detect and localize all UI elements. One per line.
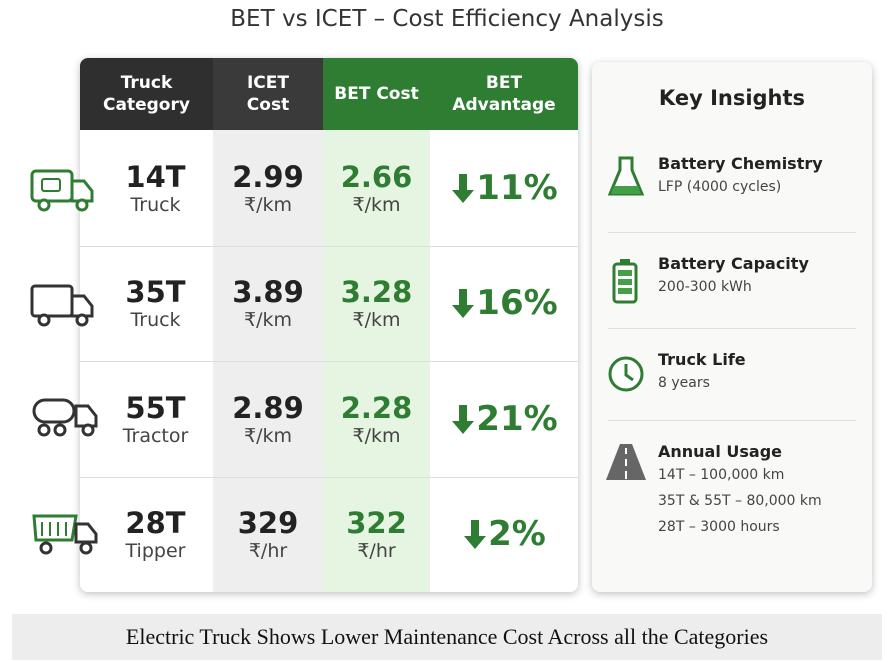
column-header: BET Cost (323, 58, 430, 130)
advantage-cell: 11% (430, 130, 578, 246)
category: 14T (125, 159, 186, 194)
category-cell: 55T Tractor (98, 361, 213, 477)
category-cell: 14T Truck (98, 130, 213, 246)
category-cell: 35T Truck (98, 246, 213, 362)
row-divider (80, 245, 578, 247)
insight-heading: Battery Capacity (658, 254, 809, 273)
down-arrow (452, 404, 475, 434)
insight-line: 8 years (658, 375, 710, 391)
icet-cost: 2.99 (232, 159, 304, 194)
arrow-shape (452, 404, 475, 434)
insight-divider (608, 232, 856, 233)
icet-cost: 2.89 (232, 390, 304, 425)
bet-cost: 3.28 (340, 275, 413, 310)
arrow-shape (464, 520, 487, 550)
header-text: BET Cost (334, 83, 419, 104)
category-type: Truck (130, 193, 181, 216)
down-arrow (452, 289, 475, 319)
insight-line: 28T – 3000 hours (658, 519, 780, 535)
insights-title: Key Insights (658, 86, 806, 110)
down-arrow (464, 520, 487, 550)
insight-line: 200-300 kWh (658, 279, 752, 295)
icet-unit: ₹/hr (248, 540, 288, 563)
advantage-cell: 2% (430, 477, 578, 593)
caption: Electric Truck Shows Lower Maintenance C… (12, 614, 882, 660)
road-icon (606, 444, 646, 480)
category-type: Truck (130, 309, 181, 332)
cost-table: Truck Category ICET Cost BET Cost BET Advan… (80, 58, 578, 592)
advantage: 16% (450, 283, 558, 324)
category: 55T (125, 390, 186, 425)
row-divider (80, 476, 578, 478)
bet-unit: ₹/hr (357, 540, 396, 563)
icet-unit: ₹/km (243, 424, 292, 447)
bet-cost: 2.28 (340, 390, 413, 425)
bet-unit: ₹/km (352, 309, 401, 332)
insight-line: 14T – 100,000 km (658, 467, 785, 483)
column-header: Truck Category (80, 58, 213, 130)
category: 35T (125, 275, 186, 310)
clock-icon (608, 356, 644, 392)
insights-panel: Key Insights Battery Chemistry LFP (4000 … (592, 62, 872, 592)
battery-icon (612, 259, 638, 304)
insight-heading: Annual Usage (658, 442, 783, 461)
advantage-value: 2% (488, 514, 546, 555)
bet-unit: ₹/km (352, 193, 401, 216)
header-text: BET Advantage (452, 72, 556, 115)
advantage-value: 16% (476, 283, 558, 324)
advantage: 11% (450, 167, 558, 208)
bet-cost: 2.66 (340, 159, 413, 194)
icet-cell: 329 ₹/hr (213, 477, 323, 593)
header-text: Truck Category (103, 72, 190, 115)
icet-cell: 2.99 ₹/km (213, 130, 323, 246)
row-divider (80, 361, 578, 362)
advantage-cell: 21% (430, 361, 578, 477)
flask-icon (607, 156, 645, 196)
insight: Annual Usage 14T – 100,000 km 35T & 55T – … (658, 442, 868, 535)
advantage: 2% (462, 514, 546, 554)
truck-icon (30, 284, 94, 327)
insight: Battery Chemistry LFP (4000 cycles) (658, 154, 868, 195)
bet-cell: 3.28 ₹/km (323, 246, 430, 362)
header-text: ICET Cost (246, 72, 290, 115)
insight-heading: Truck Life (658, 350, 746, 369)
advantage-value: 21% (476, 398, 558, 439)
category-type: Tipper (125, 540, 186, 563)
arrow-shape (452, 289, 475, 319)
insight-heading: Battery Chemistry (658, 154, 823, 173)
category-cell: 28T Tipper (98, 477, 213, 593)
advantage-cell: 16% (430, 246, 578, 362)
column-header: ICET Cost (213, 58, 323, 130)
insight: Battery Capacity 200-300 kWh (658, 254, 868, 295)
icet-cost: 3.89 (232, 275, 304, 310)
icet-cell: 3.89 ₹/km (213, 246, 323, 362)
truck-icon (30, 169, 94, 212)
icet-unit: ₹/km (243, 193, 292, 216)
bet-cell: 2.66 ₹/km (323, 130, 430, 246)
arrow-shape (452, 173, 475, 203)
insight: Truck Life 8 years (658, 350, 868, 391)
bet-cost: 322 (346, 506, 407, 541)
advantage: 21% (450, 398, 558, 439)
insight-line: LFP (4000 cycles) (658, 179, 782, 195)
tipper-icon (32, 514, 98, 555)
advantage-value: 11% (476, 167, 558, 208)
down-arrow (452, 173, 475, 203)
title: BET vs ICET – Cost Efficiency Analysis (230, 6, 664, 32)
insight-divider (608, 420, 856, 421)
tanker-icon (32, 398, 98, 437)
icet-cell: 2.89 ₹/km (213, 361, 323, 477)
category-type: Tractor (122, 424, 189, 447)
icet-cost: 329 (237, 506, 299, 541)
category: 28T (125, 506, 186, 541)
insight-line: 35T & 55T – 80,000 km (658, 493, 822, 509)
insight-divider (608, 328, 856, 329)
bet-cell: 2.28 ₹/km (323, 361, 430, 477)
column-header: BET Advantage (430, 58, 578, 130)
bet-cell: 322 ₹/hr (323, 477, 430, 593)
icet-unit: ₹/km (243, 309, 292, 332)
bet-unit: ₹/km (352, 424, 401, 447)
